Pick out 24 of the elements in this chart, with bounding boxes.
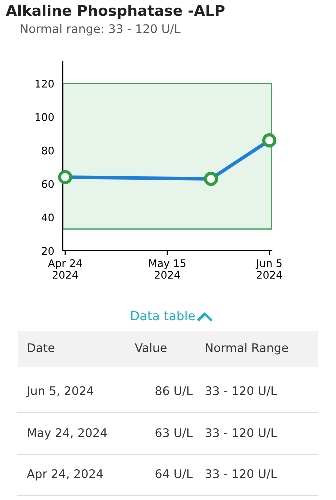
- text: 86 U/L: [156, 386, 193, 396]
- y-tick-label: 100: [36, 113, 54, 122]
- y-tick-label: 120: [36, 80, 54, 88]
- x-tick-label: Jun 5 2024: [256, 260, 282, 280]
- text: 33 - 120 U/L: [206, 428, 278, 438]
- y-tick-label: 80: [42, 146, 54, 155]
- y-tick-label: 60: [42, 180, 54, 188]
- text: Data table: [131, 310, 196, 321]
- text: Jun 5, 2024: [26, 386, 94, 398]
- text: 63 U/L: [156, 428, 193, 438]
- text: Value: [135, 343, 167, 352]
- x-tick-label: May 15 2024: [149, 260, 186, 280]
- text: 33 - 120 U/L: [206, 469, 278, 480]
- text: 33 - 120 U/L: [206, 386, 278, 396]
- text: 64 U/L: [156, 469, 193, 480]
- text: Normal Range: [206, 343, 288, 355]
- chart-title: Alkaline Phosphatase -ALP: [6, 4, 225, 20]
- x-tick-label: Apr 24 2024: [48, 260, 82, 280]
- chart-subtitle: Normal range: 33 - 120 U/L: [21, 24, 181, 36]
- y-tick-label: 20: [42, 247, 54, 256]
- y-tick-label: 40: [42, 214, 54, 222]
- text: May 24, 2024: [28, 428, 108, 440]
- text: Date: [28, 344, 55, 352]
- text: Apr 24, 2024: [27, 469, 104, 481]
